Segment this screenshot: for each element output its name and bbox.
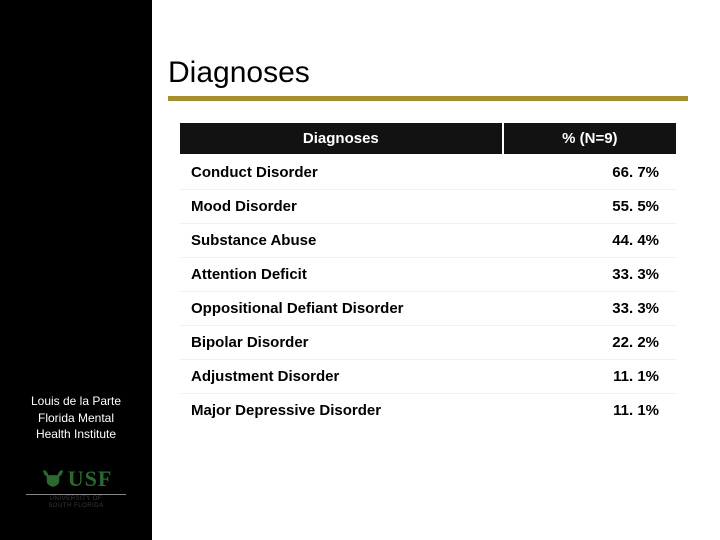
cell-diagnosis: Bipolar Disorder: [179, 326, 503, 360]
logo-divider: [26, 494, 126, 495]
institute-line: Health Institute: [31, 426, 121, 442]
table-row: Oppositional Defiant Disorder33. 3%: [179, 292, 677, 326]
table-row: Mood Disorder55. 5%: [179, 190, 677, 224]
col-header-diagnosis: Diagnoses: [179, 122, 503, 155]
table-row: Adjustment Disorder11. 1%: [179, 360, 677, 394]
cell-percent: 55. 5%: [503, 190, 677, 224]
table-row: Bipolar Disorder22. 2%: [179, 326, 677, 360]
cell-percent: 33. 3%: [503, 292, 677, 326]
sidebar: Louis de la Parte Florida Mental Health …: [0, 0, 152, 540]
table-row: Attention Deficit33. 3%: [179, 258, 677, 292]
cell-diagnosis: Major Depressive Disorder: [179, 394, 503, 428]
cell-diagnosis: Mood Disorder: [179, 190, 503, 224]
usf-logo: USF UNIVERSITY OF SOUTH FLORIDA: [21, 454, 131, 522]
table-body: Conduct Disorder66. 7% Mood Disorder55. …: [179, 155, 677, 427]
logo-sub-line: UNIVERSITY OF: [48, 496, 103, 503]
cell-percent: 11. 1%: [503, 360, 677, 394]
cell-diagnosis: Oppositional Defiant Disorder: [179, 292, 503, 326]
usf-text: USF: [68, 466, 113, 492]
logo-top: USF: [40, 466, 113, 492]
cell-diagnosis: Substance Abuse: [179, 224, 503, 258]
diagnoses-table: Diagnoses % (N=9) Conduct Disorder66. 7%…: [178, 121, 678, 427]
table-header-row: Diagnoses % (N=9): [179, 122, 677, 155]
table-row: Substance Abuse44. 4%: [179, 224, 677, 258]
institute-name: Louis de la Parte Florida Mental Health …: [21, 393, 131, 442]
logo-sub-line: SOUTH FLORIDA: [48, 503, 103, 510]
main-content: Diagnoses Diagnoses % (N=9) Conduct Diso…: [168, 56, 688, 427]
cell-diagnosis: Adjustment Disorder: [179, 360, 503, 394]
table-row: Conduct Disorder66. 7%: [179, 155, 677, 190]
cell-diagnosis: Attention Deficit: [179, 258, 503, 292]
cell-percent: 44. 4%: [503, 224, 677, 258]
cell-percent: 66. 7%: [503, 155, 677, 190]
cell-diagnosis: Conduct Disorder: [179, 155, 503, 190]
page-title: Diagnoses: [168, 56, 688, 90]
institute-line: Florida Mental: [31, 410, 121, 426]
bull-icon: [40, 468, 66, 490]
cell-percent: 33. 3%: [503, 258, 677, 292]
table-row: Major Depressive Disorder11. 1%: [179, 394, 677, 428]
cell-percent: 11. 1%: [503, 394, 677, 428]
cell-percent: 22. 2%: [503, 326, 677, 360]
institute-line: Louis de la Parte: [31, 393, 121, 409]
logo-subtitle: UNIVERSITY OF SOUTH FLORIDA: [48, 496, 103, 509]
col-header-percent: % (N=9): [503, 122, 677, 155]
title-rule: [168, 96, 688, 101]
